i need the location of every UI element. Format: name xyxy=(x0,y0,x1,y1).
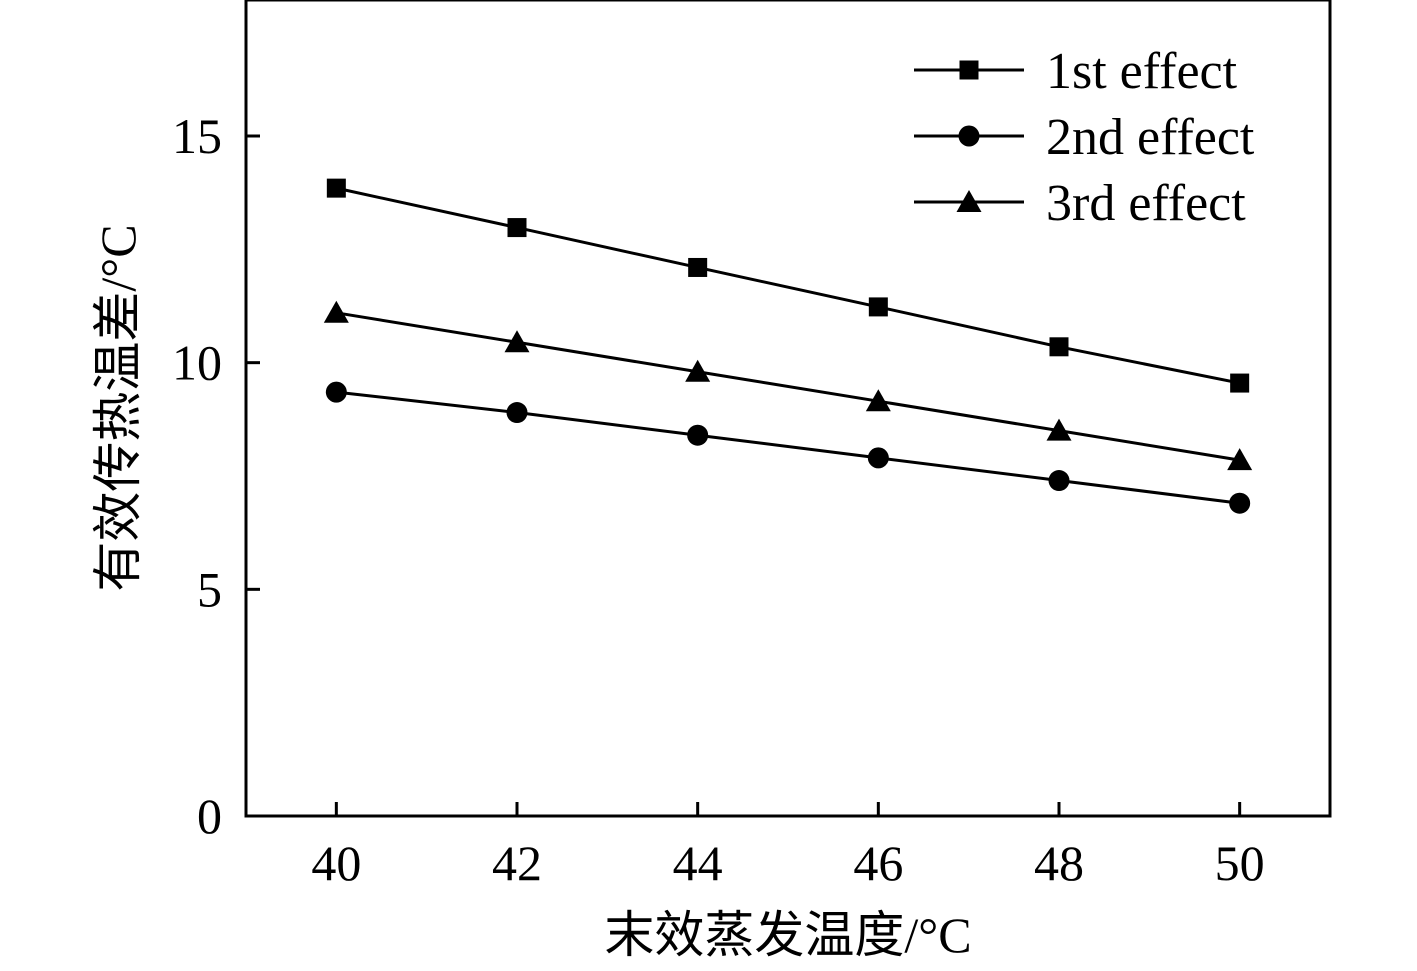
plot-frame xyxy=(244,0,1332,818)
y-tick-label: 15 xyxy=(172,108,222,164)
data-point-square xyxy=(507,218,527,238)
y-tick-label: 5 xyxy=(197,561,222,617)
x-tick-label: 48 xyxy=(1034,835,1084,891)
series-line xyxy=(336,311,1240,462)
y-tick-label: 10 xyxy=(172,335,222,391)
series-line xyxy=(336,186,1240,385)
data-point-square xyxy=(1049,337,1069,357)
legend-marker-circle xyxy=(958,125,980,147)
series-line xyxy=(336,390,1240,505)
data-point-circle xyxy=(1048,470,1070,492)
legend-label: 3rd effect xyxy=(1046,175,1246,232)
data-point-triangle xyxy=(1046,418,1072,441)
series-square xyxy=(326,178,1250,393)
x-tick-label: 40 xyxy=(311,835,361,891)
data-point-triangle xyxy=(504,330,530,353)
data-point-triangle xyxy=(1227,448,1253,471)
data-point-circle xyxy=(1229,492,1251,514)
data-point-square xyxy=(326,178,346,198)
y-axis-ticks: 0 5 10 15 xyxy=(172,108,260,844)
data-point-triangle xyxy=(685,359,711,382)
data-point-square xyxy=(688,257,708,277)
data-point-square xyxy=(1230,373,1250,393)
legend-label: 2nd effect xyxy=(1046,109,1255,166)
legend-marker-square xyxy=(959,60,979,80)
data-point-triangle xyxy=(323,300,349,323)
series-triangle xyxy=(323,300,1253,471)
x-tick-label: 44 xyxy=(673,835,723,891)
x-axis-ticks: 40 42 44 46 48 50 xyxy=(311,802,1265,891)
data-point-circle xyxy=(867,447,889,469)
x-tick-label: 42 xyxy=(492,835,542,891)
x-tick-label: 46 xyxy=(853,835,903,891)
series-circle xyxy=(325,381,1251,514)
x-tick-label: 50 xyxy=(1215,835,1265,891)
data-point-circle xyxy=(506,402,528,424)
legend: 1st effect 2nd effect 3rd effect xyxy=(914,43,1255,232)
data-point-circle xyxy=(687,424,709,446)
data-point-circle xyxy=(325,381,347,403)
x-axis-title: 末效蒸发温度/°C xyxy=(604,907,971,963)
legend-label: 1st effect xyxy=(1046,43,1238,100)
data-point-triangle xyxy=(865,389,891,412)
y-axis-title: 有效传热温差/°C xyxy=(90,224,146,591)
data-point-square xyxy=(868,297,888,317)
series-layer xyxy=(323,178,1253,514)
legend-marker-triangle xyxy=(956,190,982,212)
y-tick-label: 0 xyxy=(197,788,222,844)
